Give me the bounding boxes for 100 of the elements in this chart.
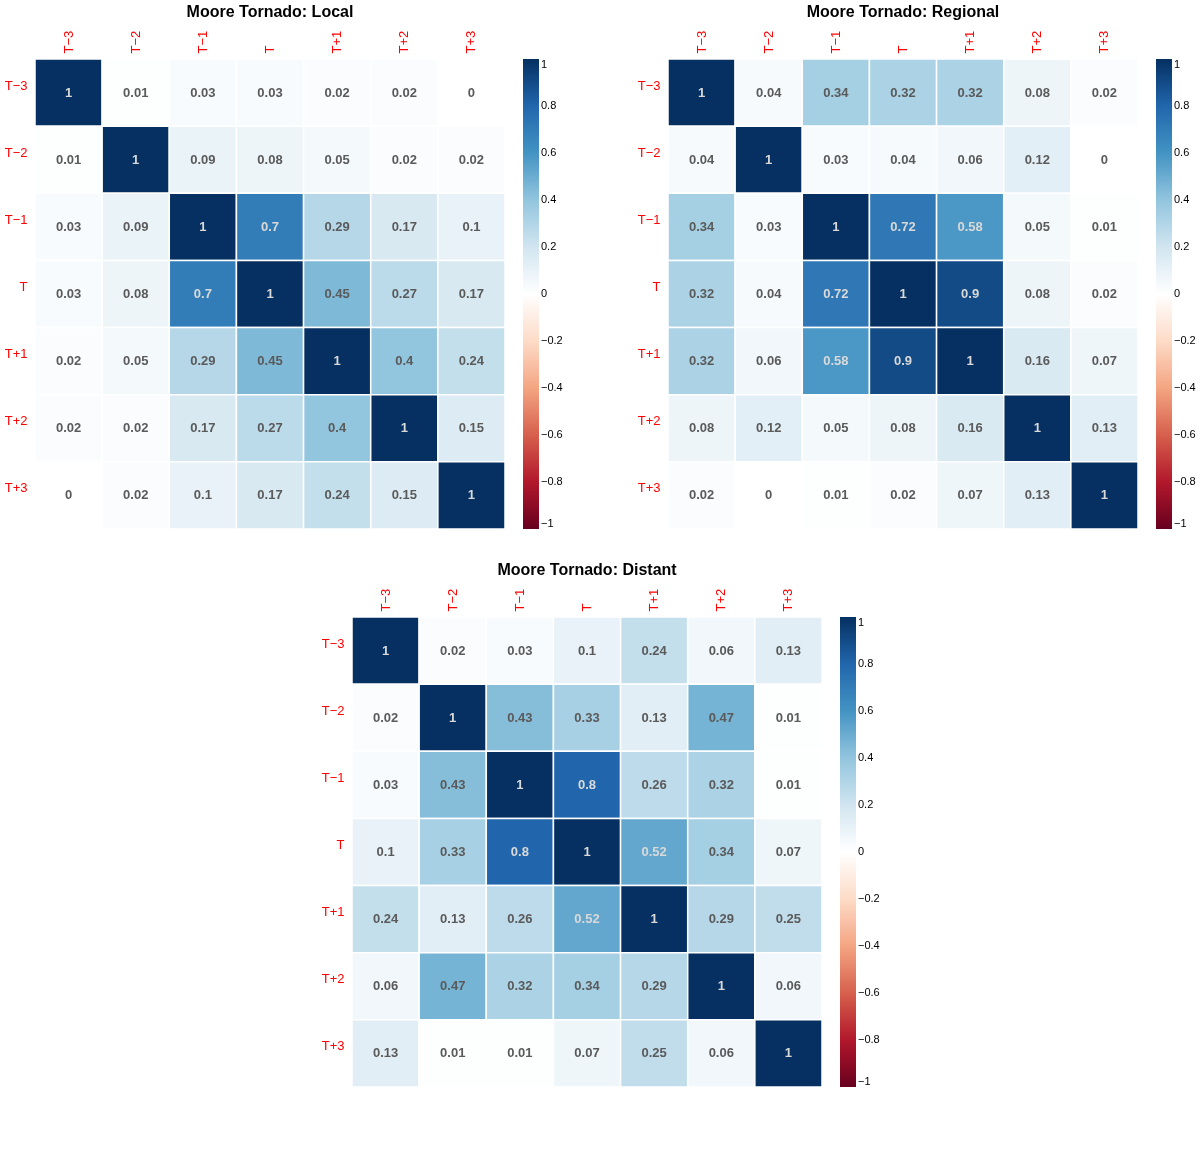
y-tick-label: T bbox=[652, 279, 661, 294]
data-label: 0.58 bbox=[957, 218, 983, 234]
data-label: 0.43 bbox=[439, 776, 465, 792]
color-bar-label: −0.8 bbox=[1174, 475, 1196, 487]
data-label: 0.24 bbox=[458, 353, 485, 369]
data-label: 1 bbox=[400, 420, 408, 436]
color-bar-label: 0 bbox=[1174, 287, 1181, 299]
data-label: 0.1 bbox=[577, 642, 596, 658]
color-bar-label: −1 bbox=[857, 1075, 871, 1087]
data-label: 1 bbox=[448, 709, 456, 725]
color-bar-label: −0.6 bbox=[541, 428, 563, 440]
color-bar-label: 0.6 bbox=[541, 146, 557, 158]
color-bar-label: 0.6 bbox=[857, 704, 873, 716]
data-label: 0.17 bbox=[391, 218, 417, 234]
color-bar-label: 0.2 bbox=[1174, 240, 1190, 252]
x-tick-label: T−1 bbox=[827, 30, 843, 54]
color-bar-label: −0.2 bbox=[1174, 334, 1196, 346]
color-bar-label: 1 bbox=[1174, 58, 1181, 70]
data-label: 0.03 bbox=[190, 84, 216, 100]
x-tick-label: T−3 bbox=[693, 30, 709, 54]
color-bar-label: −0.6 bbox=[857, 986, 880, 998]
data-label: 0.47 bbox=[708, 709, 734, 725]
data-label: 0.7 bbox=[260, 218, 280, 234]
data-label: 0.32 bbox=[957, 84, 983, 100]
data-label: 0.32 bbox=[506, 978, 533, 994]
data-label: 0.1 bbox=[193, 487, 212, 503]
data-label: 1 bbox=[832, 218, 840, 234]
color-bar-label: −1 bbox=[1174, 517, 1187, 529]
y-tick-label: T+2 bbox=[4, 413, 28, 429]
y-tick-label: T+3 bbox=[4, 480, 28, 496]
data-label: 0.52 bbox=[640, 844, 667, 859]
data-label: 0.17 bbox=[190, 420, 216, 436]
data-label: 0.12 bbox=[756, 420, 782, 436]
y-tick-label: T+2 bbox=[637, 413, 661, 429]
data-label: 0.02 bbox=[55, 420, 82, 436]
x-tick-label: T−2 bbox=[444, 588, 460, 612]
chart-title: Moore Tornado: Local bbox=[186, 3, 354, 21]
data-label: 0.45 bbox=[324, 286, 350, 301]
color-bar-label: 0.4 bbox=[857, 751, 873, 763]
data-label: 0.04 bbox=[756, 84, 783, 100]
data-label: 1 bbox=[467, 487, 476, 503]
x-tick-label: T bbox=[895, 45, 910, 54]
data-label: 0.03 bbox=[756, 218, 782, 234]
color-bar-label: −1 bbox=[541, 517, 554, 529]
data-label: 0.03 bbox=[823, 151, 849, 167]
data-label: 0.33 bbox=[439, 844, 465, 859]
y-tick-label: T+3 bbox=[637, 480, 661, 496]
data-label: 0.16 bbox=[957, 420, 983, 436]
color-bar-label: −0.4 bbox=[1174, 381, 1196, 393]
data-label: 1 bbox=[132, 151, 140, 167]
data-label: 0.06 bbox=[775, 978, 801, 994]
data-label: 0.02 bbox=[324, 84, 350, 100]
data-label: 1 bbox=[1033, 420, 1041, 436]
data-label: 0.24 bbox=[372, 911, 399, 927]
data-label: 0.04 bbox=[890, 151, 917, 167]
data-label: 0.25 bbox=[775, 911, 801, 927]
data-label: 0.33 bbox=[573, 709, 600, 725]
color-bar-label: 0.2 bbox=[541, 240, 557, 252]
color-bar-label: 0.4 bbox=[1174, 193, 1190, 205]
data-label: 1 bbox=[650, 911, 658, 927]
data-label: 0.09 bbox=[190, 151, 216, 167]
y-tick-label: T−2 bbox=[321, 702, 344, 718]
data-label: 0.17 bbox=[458, 286, 485, 301]
x-tick-label: T−2 bbox=[760, 30, 776, 54]
x-tick-label: T+3 bbox=[779, 588, 795, 612]
color-bar-label: 0 bbox=[857, 845, 864, 857]
x-tick-label: T−1 bbox=[194, 30, 210, 54]
data-label: 0.32 bbox=[708, 776, 734, 792]
data-label: 0.01 bbox=[823, 487, 849, 503]
data-label: 0 bbox=[467, 84, 476, 100]
data-label: 1 bbox=[899, 286, 907, 301]
data-label: 0.4 bbox=[328, 420, 347, 436]
data-label: 0.9 bbox=[961, 286, 980, 301]
data-label: 0.04 bbox=[756, 286, 783, 301]
data-label: 0.27 bbox=[391, 286, 417, 301]
data-label: 0.08 bbox=[1024, 286, 1050, 301]
y-tick-label: T+1 bbox=[637, 346, 661, 362]
data-label: 0.08 bbox=[1024, 84, 1050, 100]
x-tick-label: T−3 bbox=[377, 588, 393, 612]
data-label: 0.13 bbox=[372, 1045, 398, 1061]
color-bar-label: −0.2 bbox=[857, 892, 880, 904]
data-label: 0.1 bbox=[462, 218, 481, 234]
data-label: 0.29 bbox=[708, 911, 734, 927]
data-label: 0.02 bbox=[1091, 84, 1118, 100]
data-label: 0.4 bbox=[395, 353, 415, 369]
data-label: 0.01 bbox=[506, 1045, 533, 1061]
color-bar-label: −0.8 bbox=[857, 1033, 880, 1045]
data-label: 0.34 bbox=[688, 218, 715, 234]
y-tick-label: T+1 bbox=[4, 346, 28, 362]
data-label: 0.16 bbox=[1024, 353, 1050, 369]
data-label: 0.06 bbox=[756, 353, 782, 369]
data-label: 0.72 bbox=[890, 218, 916, 234]
data-label: 0.02 bbox=[123, 420, 149, 436]
data-label: 0.03 bbox=[506, 642, 533, 658]
data-label: 0.15 bbox=[391, 487, 417, 503]
y-tick-label: T+3 bbox=[321, 1038, 344, 1054]
data-label: 1 bbox=[697, 84, 706, 100]
data-label: 0.08 bbox=[123, 286, 149, 301]
color-bar-label: −0.4 bbox=[541, 381, 563, 393]
data-label: 0.13 bbox=[640, 709, 667, 725]
